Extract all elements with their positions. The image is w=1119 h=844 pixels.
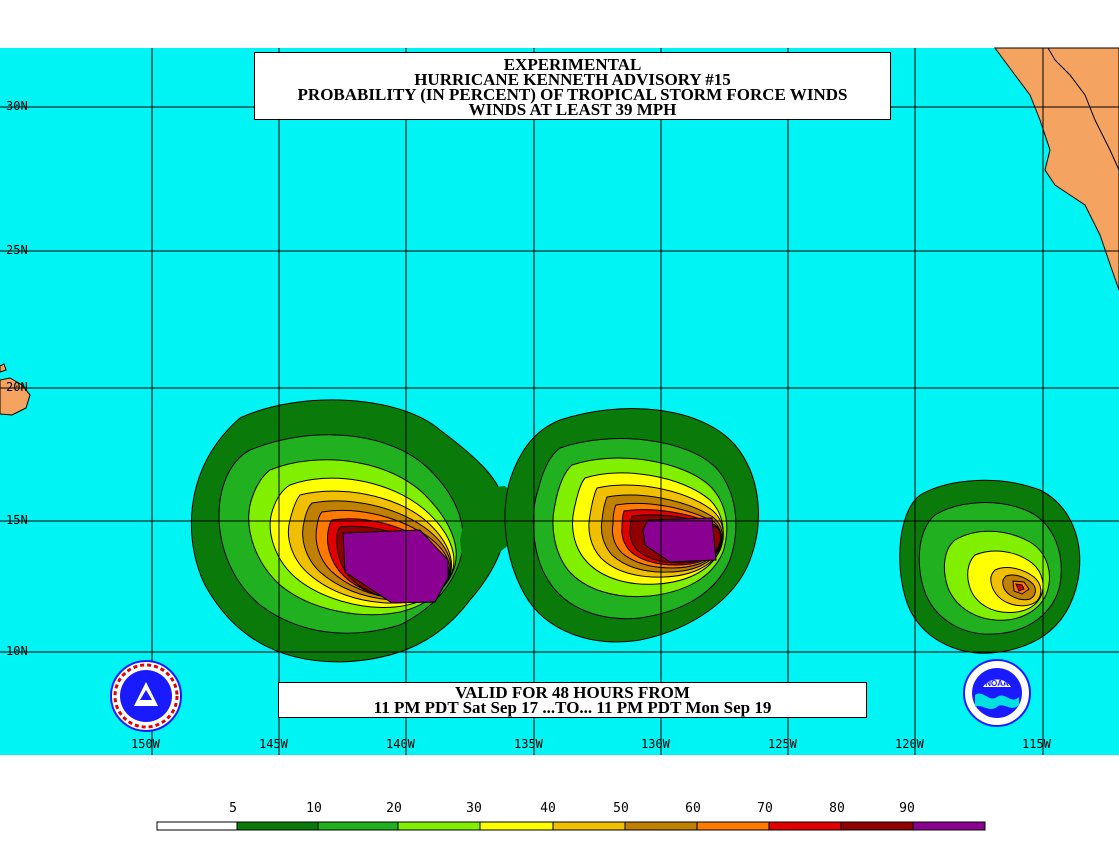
legend-swatch-6 xyxy=(624,821,698,831)
legend-swatch-8 xyxy=(768,821,842,831)
contours-middle xyxy=(504,408,759,643)
lat-label-25n: 25N xyxy=(6,243,28,257)
legend-swatch-1 xyxy=(236,821,319,831)
contours-west xyxy=(190,399,508,663)
lon-label-140w: 140W xyxy=(386,737,415,751)
legend-value-20: 20 xyxy=(386,801,402,816)
lon-label-120w: 120W xyxy=(895,737,924,751)
legend-value-70: 70 xyxy=(757,801,773,816)
svg-text:NOAA: NOAA xyxy=(985,679,1009,688)
land-hawaii xyxy=(0,363,31,416)
valid-period: VALID FOR 48 HOURS FROM 11 PM PDT Sat Se… xyxy=(278,682,867,718)
legend-swatch-7 xyxy=(696,821,770,831)
legend-value-90: 90 xyxy=(899,801,915,816)
lat-label-30n: 30N xyxy=(6,99,28,113)
title-line-2: HURRICANE KENNETH ADVISORY #15 xyxy=(414,70,731,89)
legend-swatch-3 xyxy=(397,821,481,831)
legend-value-5: 5 xyxy=(229,801,237,816)
lon-label-130w: 130W xyxy=(641,737,670,751)
lat-label-15n: 15N xyxy=(6,513,28,527)
legend-swatch-0 xyxy=(156,821,238,831)
legend-value-30: 30 xyxy=(466,801,482,816)
lat-label-20n: 20N xyxy=(6,380,28,394)
legend-value-40: 40 xyxy=(540,801,556,816)
valid-line-1: VALID FOR 48 HOURS FROM xyxy=(455,683,690,702)
land-mexico xyxy=(994,47,1119,291)
lon-label-145w: 145W xyxy=(259,737,288,751)
legend-value-80: 80 xyxy=(829,801,845,816)
noaa-logo: NOAA xyxy=(963,659,1031,727)
contour-100 xyxy=(342,529,449,604)
legend-swatch-9 xyxy=(840,821,914,831)
advisory-title: EXPERIMENTAL HURRICANE KENNETH ADVISORY … xyxy=(254,52,891,120)
lon-label-125w: 125W xyxy=(768,737,797,751)
contour-80 xyxy=(1015,583,1025,592)
valid-line-2: 11 PM PDT Sat Sep 17 ...TO... 11 PM PDT … xyxy=(373,698,772,717)
lat-lon-grid xyxy=(0,48,1119,755)
legend-swatch-10 xyxy=(912,821,986,831)
legend-swatch-5 xyxy=(552,821,626,831)
legend-color-bar xyxy=(156,821,986,831)
title-line-4: WINDS AT LEAST 39 MPH xyxy=(468,100,677,119)
legend-value-50: 50 xyxy=(613,801,629,816)
legend-value-60: 60 xyxy=(685,801,701,816)
lon-label-150w: 150W xyxy=(131,737,160,751)
legend-value-10: 10 xyxy=(306,801,322,816)
contours-east xyxy=(899,479,1081,654)
legend-swatch-4 xyxy=(479,821,554,831)
title-line-1: EXPERIMENTAL xyxy=(503,55,642,74)
title-line-3: PROBABILITY (IN PERCENT) OF TROPICAL STO… xyxy=(297,85,848,104)
ocean-background xyxy=(0,48,1119,755)
nws-logo xyxy=(110,660,182,732)
legend-swatch-2 xyxy=(317,821,399,831)
lat-label-10n: 10N xyxy=(6,644,28,658)
lon-label-135w: 135W xyxy=(514,737,543,751)
lon-label-115w: 115W xyxy=(1022,737,1051,751)
